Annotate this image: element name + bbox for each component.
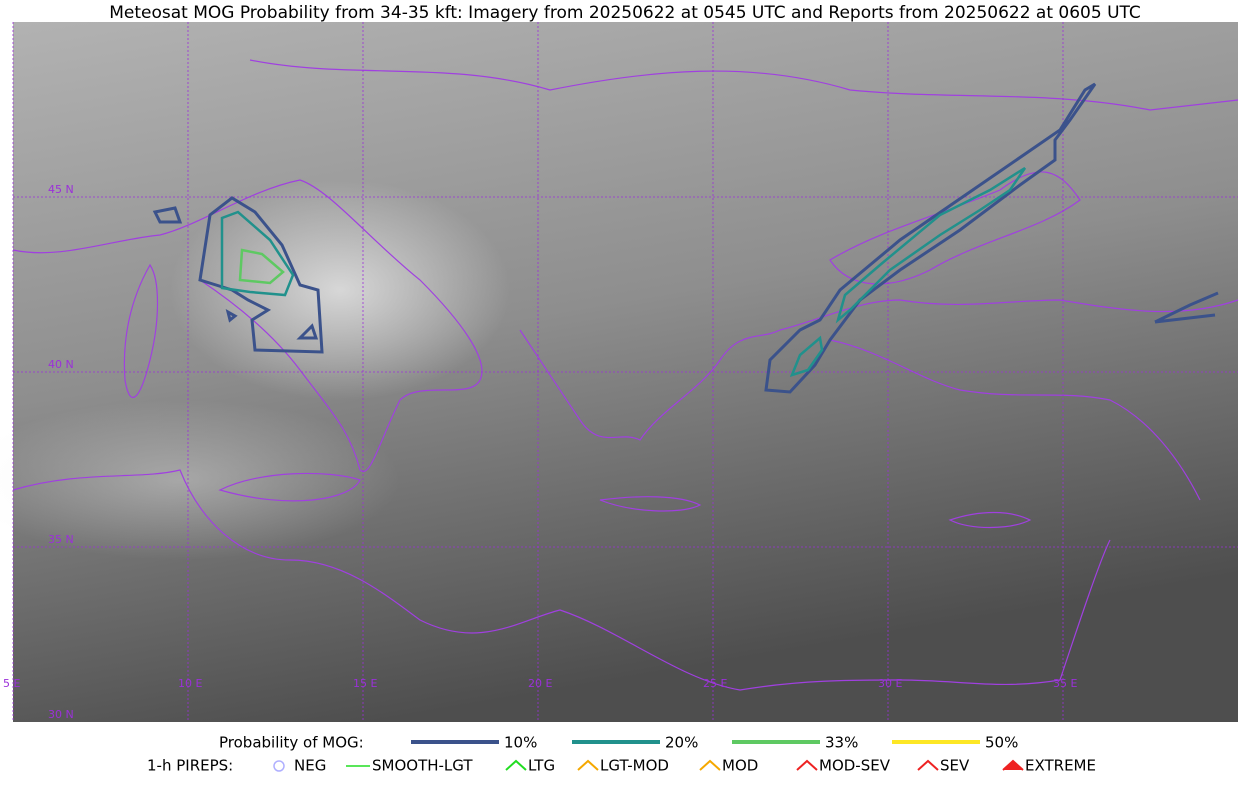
legend-symbol <box>273 760 285 772</box>
lon-label: 20 E <box>528 677 552 690</box>
map <box>0 22 1239 722</box>
legend-symbol <box>796 759 818 771</box>
legend: 10% 20% 33% 50% NEG SMOOTH-LGT LTG LGT-MOD MOD MO… <box>273 734 1096 775</box>
lat-label: 40 N <box>48 358 74 371</box>
lat-label: 45 N <box>48 183 74 196</box>
coastlines <box>12 59 1239 691</box>
legend-label: 33% <box>825 734 858 752</box>
pireps-legend-title: 1-h PIREPS: <box>147 757 233 775</box>
legend-label: LGT-MOD <box>600 757 669 775</box>
legend-label: MOD-SEV <box>819 757 891 775</box>
latitude-labels: 45 N 40 N 35 N 30 N <box>48 183 74 721</box>
legend-label: LTG <box>528 757 555 775</box>
legend-label: SMOOTH-LGT <box>372 757 473 775</box>
lon-label: 15 E <box>353 677 377 690</box>
legend-symbol <box>577 759 599 771</box>
lat-label: 30 N <box>48 708 74 721</box>
legend-label: NEG <box>294 757 326 775</box>
graticule <box>12 22 1238 722</box>
cloud <box>0 400 400 560</box>
legend-label: 20% <box>665 734 698 752</box>
lon-label: 30 E <box>878 677 902 690</box>
legend-symbol <box>699 759 721 771</box>
probability-legend-title: Probability of MOG: <box>219 734 364 752</box>
lat-label: 35 N <box>48 533 74 546</box>
legend-label: 50% <box>985 734 1018 752</box>
title: Meteosat MOG Probability from 34-35 kft:… <box>109 3 1141 23</box>
legend-label: SEV <box>940 757 970 775</box>
cloud <box>170 180 510 400</box>
legend-label: EXTREME <box>1025 757 1096 775</box>
longitude-labels: 5 E 10 E 15 E 20 E 25 E 30 E 35 E <box>3 677 1077 690</box>
legend-symbol <box>917 759 939 771</box>
lon-label: 35 E <box>1053 677 1077 690</box>
mog-contours <box>152 82 1219 394</box>
lon-label: 25 E <box>703 677 727 690</box>
legend-symbol <box>505 759 527 771</box>
lon-label: 10 E <box>178 677 202 690</box>
lon-label: 5 E <box>3 677 20 690</box>
legend-symbol <box>1002 759 1024 771</box>
legend-label: MOD <box>722 757 758 775</box>
legend-label: 10% <box>504 734 537 752</box>
